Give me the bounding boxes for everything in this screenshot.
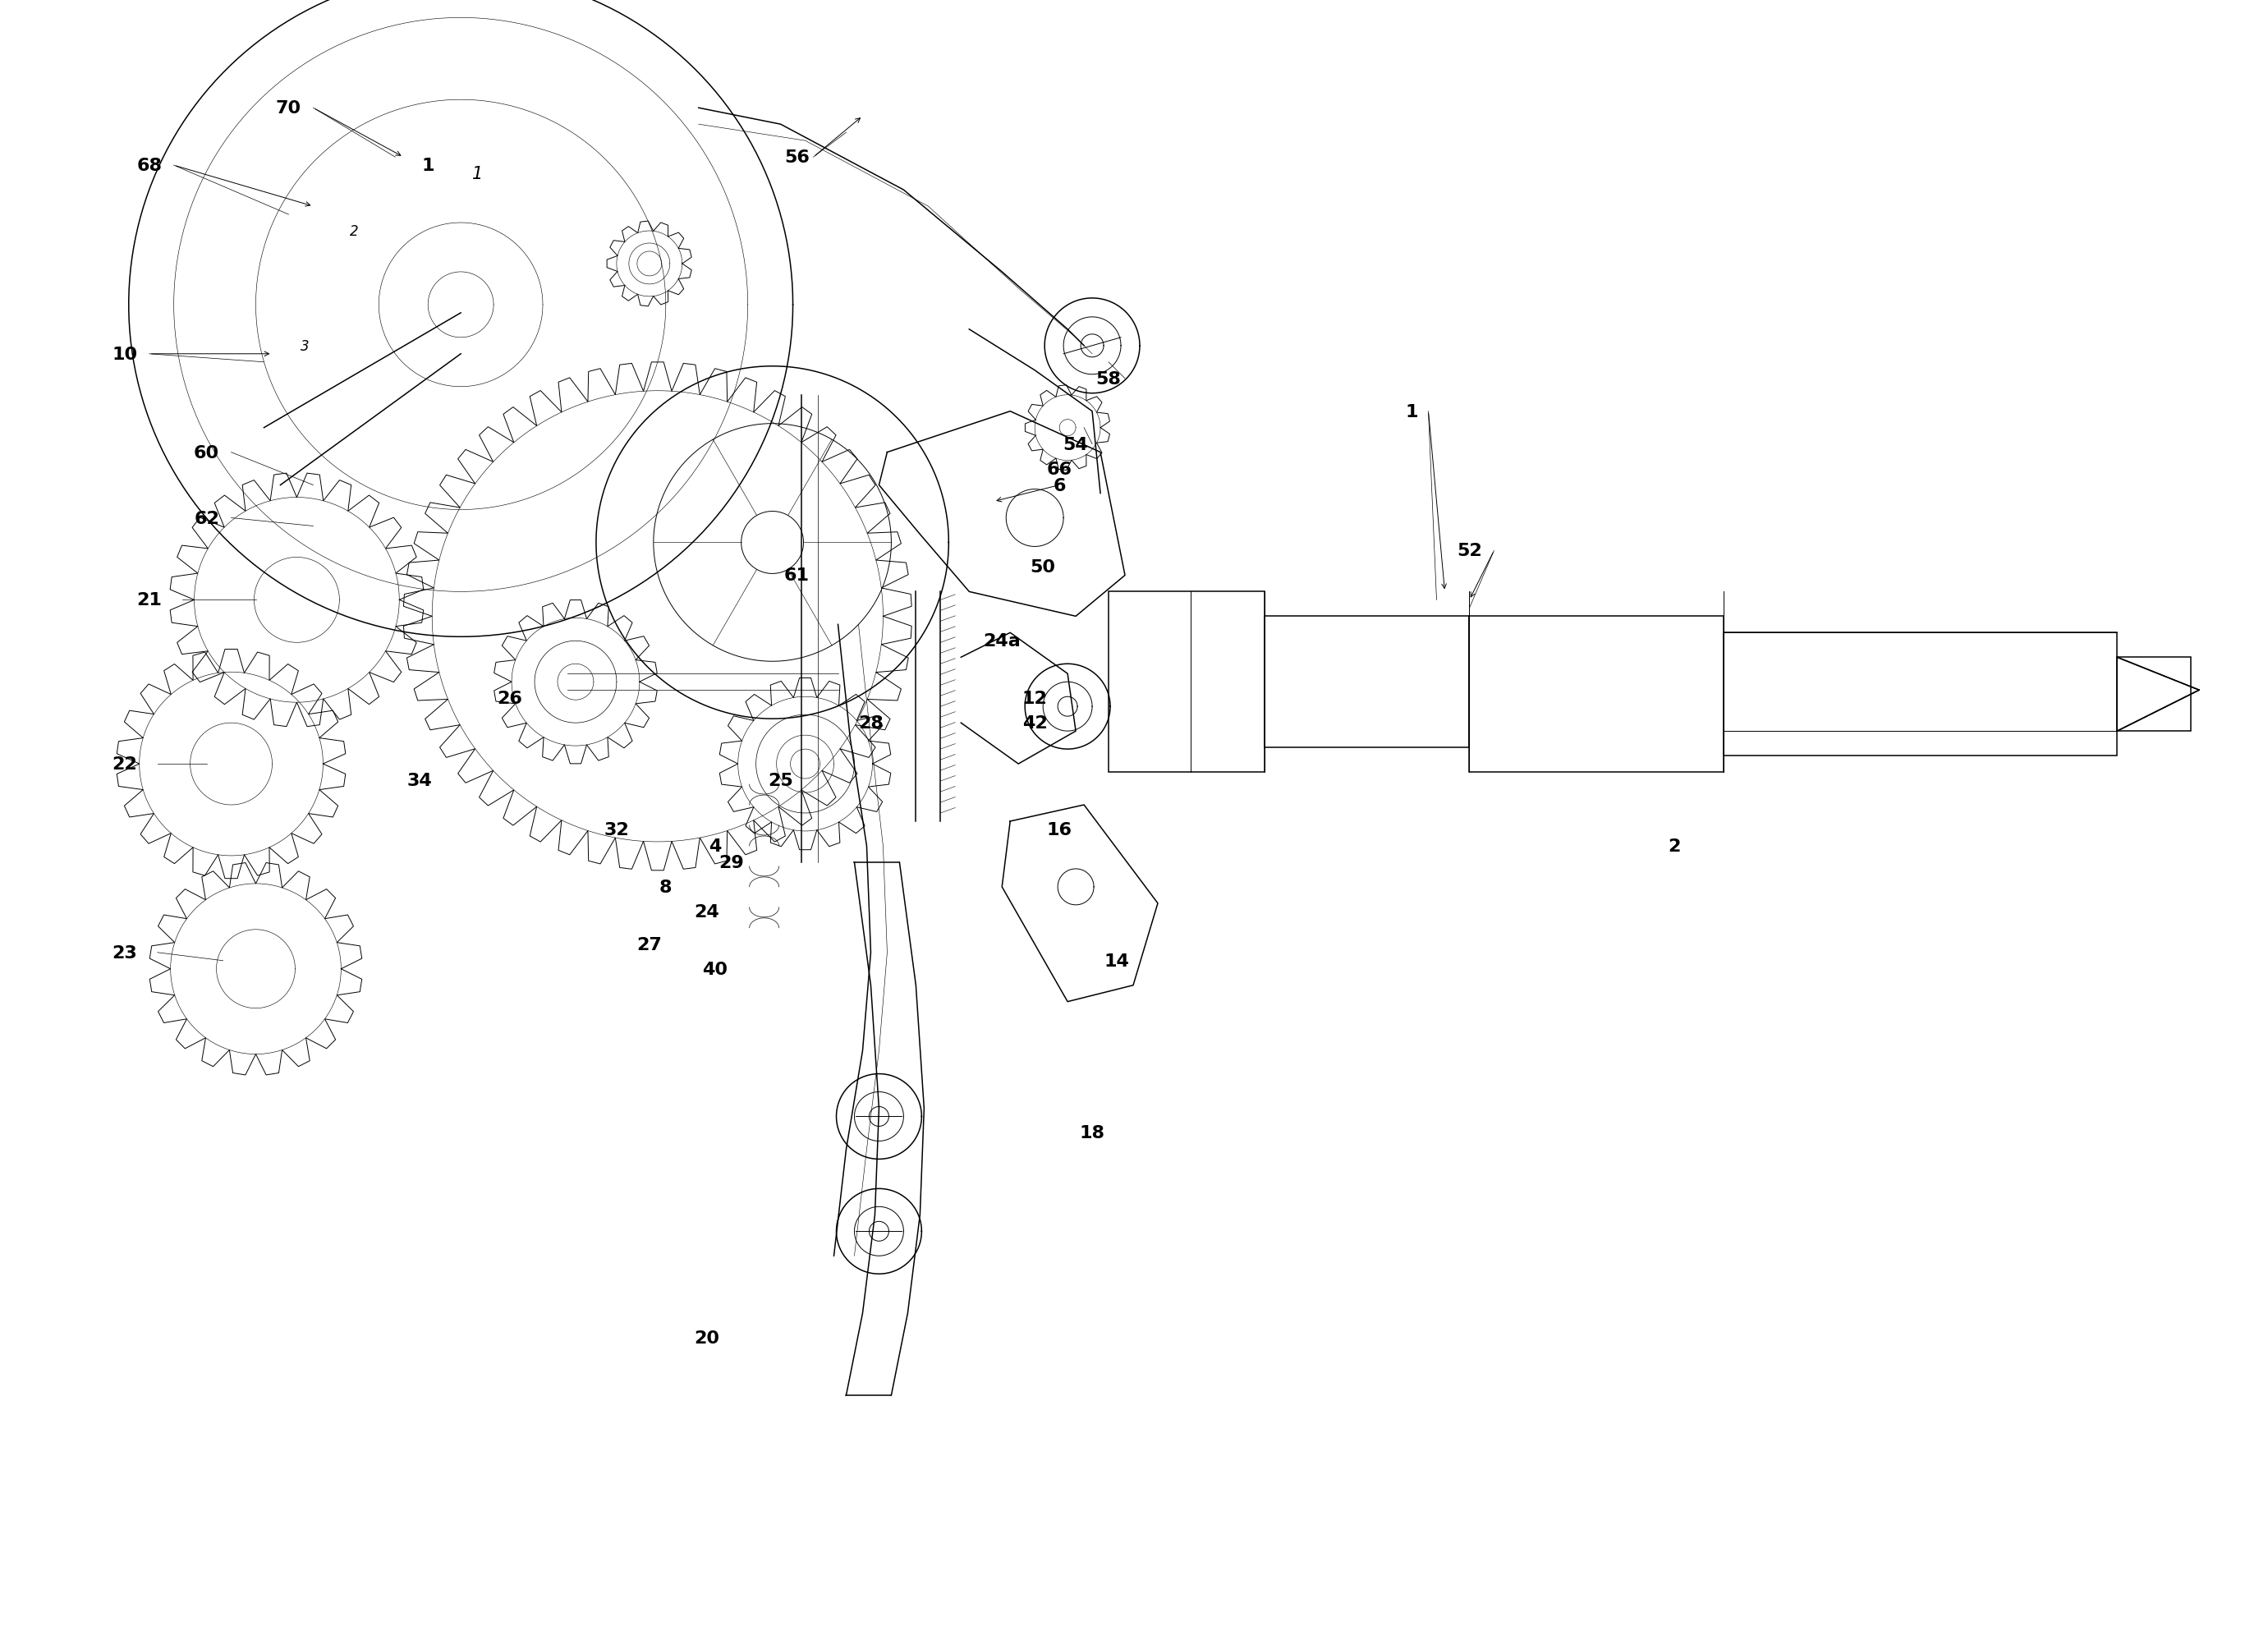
- Bar: [1470, 616, 1724, 772]
- Text: 24a: 24a: [984, 633, 1021, 649]
- Text: 28: 28: [857, 715, 885, 732]
- Text: 70: 70: [277, 101, 302, 117]
- Text: 60: 60: [193, 444, 220, 462]
- Text: 58: 58: [1095, 371, 1120, 387]
- Text: 20: 20: [694, 1330, 719, 1346]
- Text: 14: 14: [1105, 953, 1129, 969]
- Text: 24: 24: [694, 904, 719, 920]
- Text: 50: 50: [1030, 559, 1055, 576]
- Text: 68: 68: [136, 158, 161, 174]
- Text: 66: 66: [1046, 460, 1073, 478]
- Text: 8: 8: [660, 880, 671, 896]
- Text: 1: 1: [472, 166, 483, 182]
- Bar: [1263, 616, 1470, 748]
- Text: 3: 3: [302, 338, 308, 353]
- Text: 12: 12: [1023, 691, 1048, 707]
- Text: 54: 54: [1064, 436, 1089, 452]
- Bar: [1724, 633, 2116, 756]
- Text: 21: 21: [136, 592, 161, 608]
- Text: 2: 2: [349, 224, 358, 239]
- Text: 52: 52: [1456, 543, 1481, 559]
- Text: 34: 34: [408, 772, 433, 789]
- Text: 10: 10: [111, 346, 138, 363]
- Text: 32: 32: [603, 821, 628, 837]
- Text: 61: 61: [785, 567, 810, 584]
- Text: 29: 29: [719, 854, 744, 872]
- Bar: [1109, 592, 1263, 772]
- Text: 4: 4: [708, 837, 721, 854]
- Text: 1: 1: [1406, 403, 1418, 420]
- Text: 1: 1: [422, 158, 435, 174]
- Bar: [2116, 657, 2191, 732]
- Text: 25: 25: [769, 772, 794, 789]
- Text: 16: 16: [1046, 821, 1073, 837]
- Text: 2: 2: [1667, 837, 1681, 854]
- Text: 56: 56: [785, 150, 810, 166]
- Text: 26: 26: [497, 691, 522, 707]
- Text: 40: 40: [703, 961, 728, 977]
- Text: 18: 18: [1080, 1125, 1105, 1141]
- Text: 6: 6: [1052, 478, 1066, 494]
- Text: 23: 23: [111, 945, 138, 961]
- Text: 22: 22: [111, 756, 138, 772]
- Text: 27: 27: [637, 937, 662, 953]
- Text: 42: 42: [1023, 715, 1048, 732]
- Text: 62: 62: [193, 511, 220, 527]
